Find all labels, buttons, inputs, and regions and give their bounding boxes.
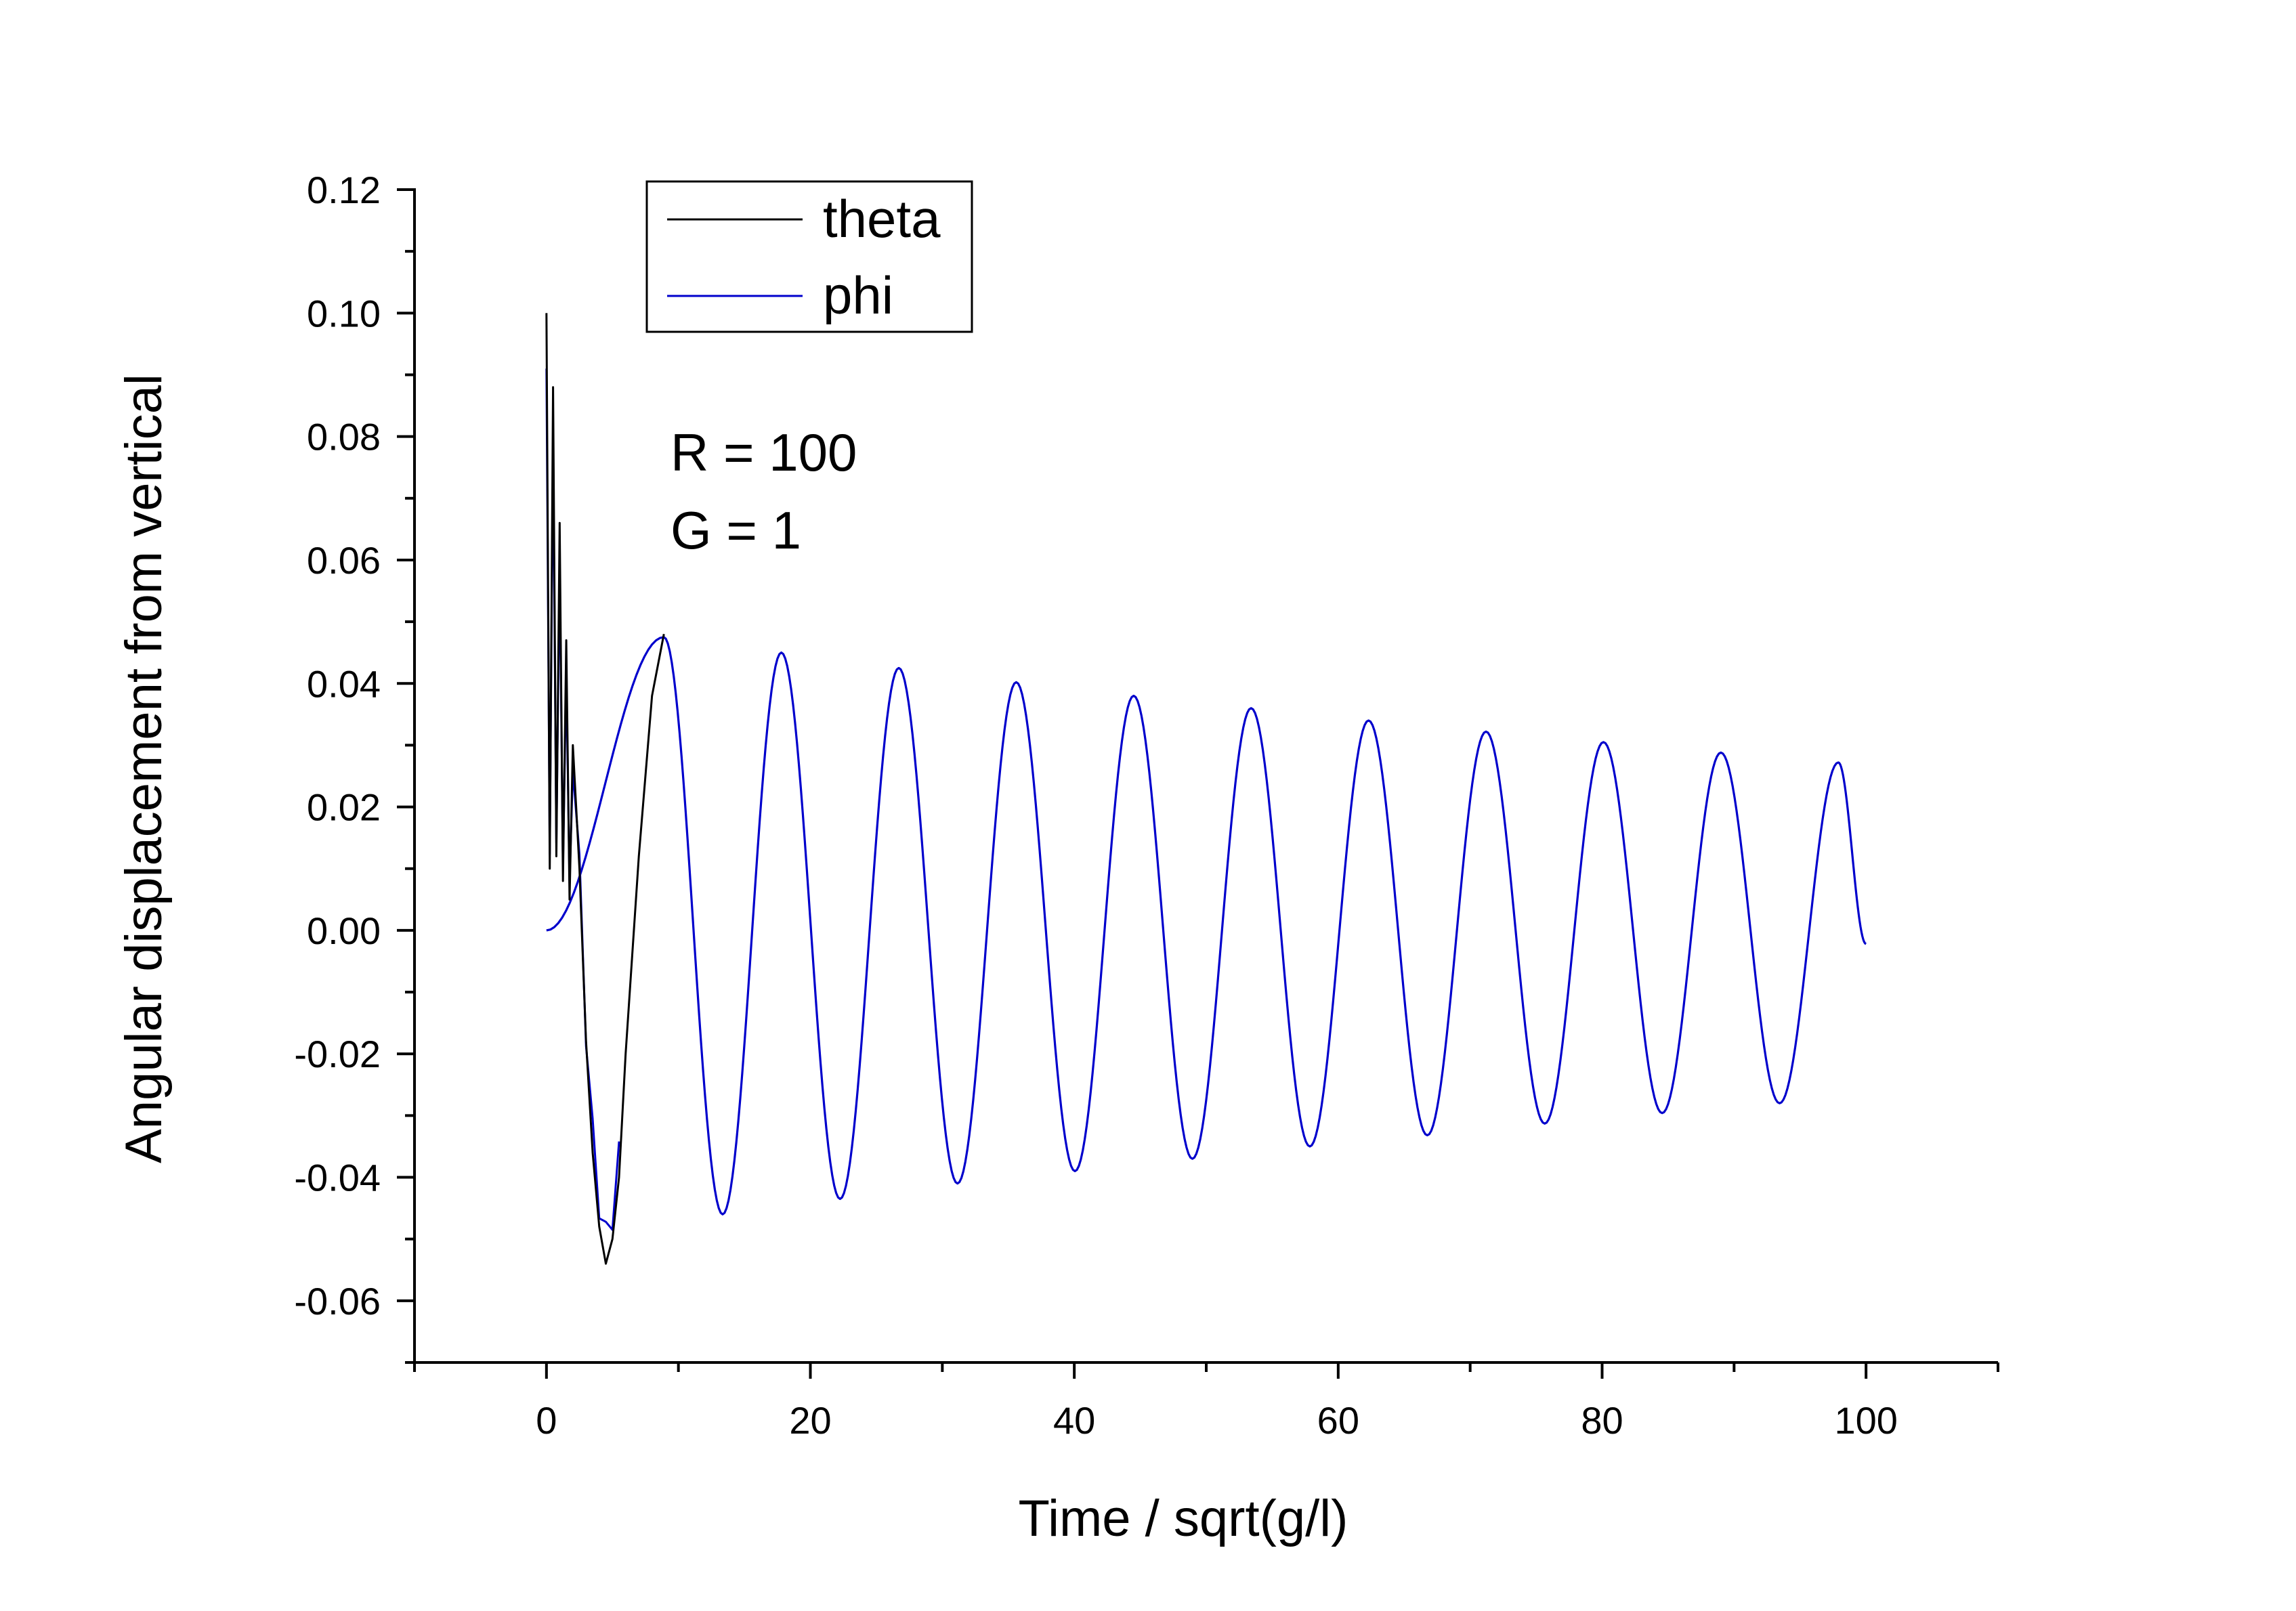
series-line-phi: [546, 636, 1867, 1216]
annotation-g: G = 1: [671, 500, 801, 560]
y-tick-label: 0.02: [307, 786, 381, 829]
legend-label-phi: phi: [823, 265, 893, 325]
annotation-r: R = 100: [671, 423, 857, 482]
y-axis-title: Angular displacement from vertical: [115, 374, 173, 1163]
y-tick-label: 0.10: [307, 292, 381, 335]
x-tick-label: 60: [1317, 1399, 1359, 1442]
y-tick-label: 0.00: [307, 909, 381, 952]
y-tick-label: 0.04: [307, 662, 381, 705]
x-tick-label: 80: [1581, 1399, 1623, 1442]
y-tick-label: -0.04: [294, 1157, 381, 1199]
y-axis-ticks: 0.12 0.10 0.08 0.06 0.04 0.02 0.00 -0.02 -0.04 -0…: [294, 169, 414, 1364]
legend-box: [645, 180, 973, 333]
x-tick-label: 100: [1834, 1399, 1897, 1442]
y-tick-label: 0.06: [307, 539, 381, 582]
y-tick-label: 0.12: [307, 169, 381, 211]
x-tick-label: 0: [536, 1399, 557, 1442]
x-axis-title: Time / sqrt(g/l): [1019, 1490, 1348, 1547]
series-layer: [545, 313, 1867, 1265]
x-tick-label: 20: [789, 1399, 831, 1442]
y-tick-label: -0.02: [294, 1033, 381, 1075]
x-axis-ticks: 0 20 40 60 80 100: [413, 1362, 1999, 1442]
axes: [413, 188, 1998, 1364]
series-line-theta: [545, 313, 665, 1265]
x-tick-label: 40: [1053, 1399, 1095, 1442]
legend: theta phi: [645, 180, 973, 333]
y-tick-label: -0.06: [294, 1280, 381, 1323]
legend-label-theta: theta: [823, 189, 941, 249]
y-tick-label: 0.08: [307, 416, 381, 458]
